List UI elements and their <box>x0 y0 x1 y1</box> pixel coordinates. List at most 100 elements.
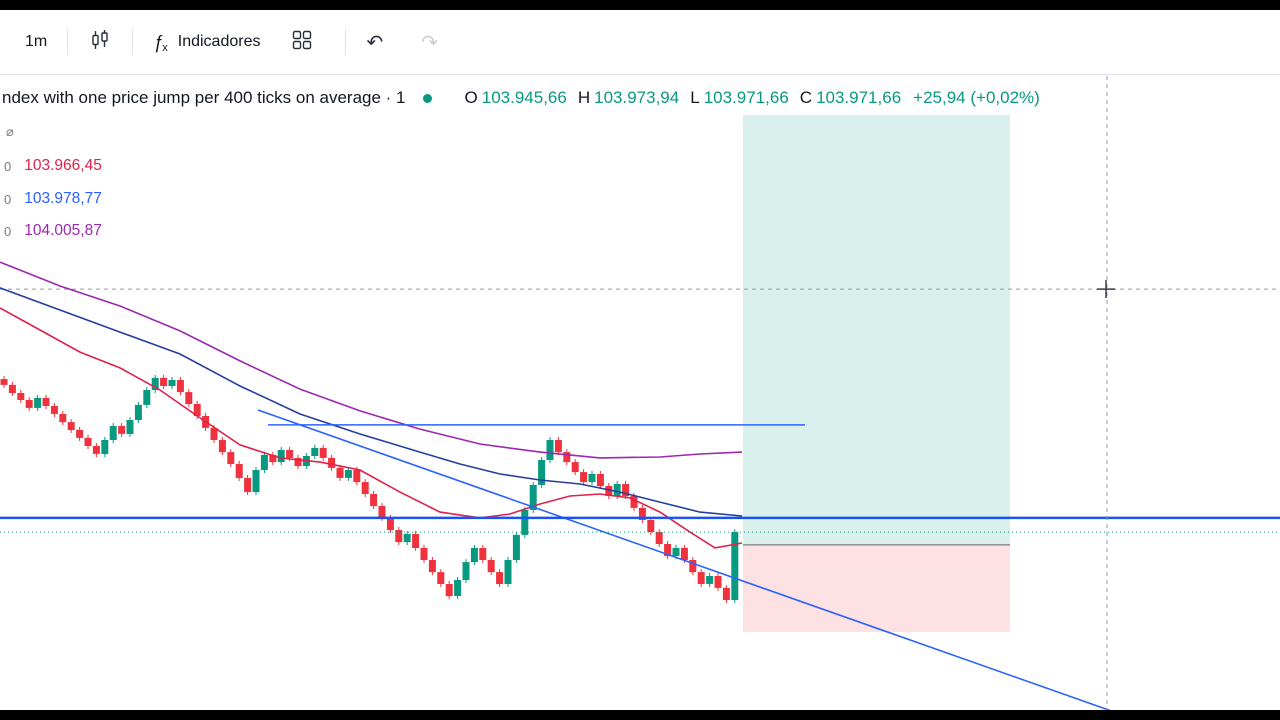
indicators-button[interactable]: ƒx Indicadores <box>140 23 273 62</box>
indicator-value-2: 104.005,87 <box>24 222 102 239</box>
candle-body <box>42 397 50 406</box>
candle-body <box>731 532 739 600</box>
candle-body <box>176 380 184 393</box>
candle-body <box>286 450 294 458</box>
candle-body <box>370 494 378 507</box>
chart-style-button[interactable] <box>75 19 125 66</box>
candle-body <box>689 560 697 573</box>
candle-body <box>193 404 201 417</box>
candle-body <box>479 547 487 560</box>
undo-button[interactable]: ↶ <box>353 23 396 61</box>
candle-body <box>386 517 394 530</box>
candle-body <box>361 482 369 494</box>
candle-body <box>92 446 100 454</box>
candlestick-style-icon <box>88 28 112 57</box>
candle-body <box>470 547 478 563</box>
timeframe-button[interactable]: 1m <box>12 24 60 60</box>
candle-body <box>353 470 361 483</box>
ma-line-blue[interactable] <box>0 287 743 517</box>
candle-body <box>25 400 33 408</box>
candle-body <box>311 447 319 456</box>
candle-body <box>118 426 126 434</box>
candle-body <box>344 470 352 478</box>
candle-body <box>462 562 470 580</box>
candle-body <box>630 496 638 508</box>
candle-body <box>277 450 285 463</box>
candle-body <box>336 467 344 478</box>
candle-body <box>714 576 722 588</box>
candle-body <box>454 580 462 596</box>
indicator-value-0: 103.966,45 <box>24 157 102 174</box>
candle-body <box>563 452 571 463</box>
indicator-row-blue[interactable]: 0 103.978,77 <box>2 190 102 208</box>
candle-body <box>697 572 705 584</box>
candle-body <box>160 377 168 386</box>
candle-body <box>168 380 176 386</box>
candle-body <box>437 572 445 584</box>
candle-body <box>680 547 688 560</box>
candle-body <box>210 427 218 440</box>
indicator-label-fragment: 0 <box>4 191 12 207</box>
candle-body <box>722 587 730 600</box>
candle-body <box>126 420 134 434</box>
candle-body <box>504 560 512 584</box>
candle-body <box>0 379 8 385</box>
indicators-button-label: Indicadores <box>177 33 261 50</box>
position-profit-zone[interactable] <box>743 114 1010 545</box>
candle-body <box>50 406 58 414</box>
candle-body <box>59 414 67 423</box>
candle-body <box>235 464 243 478</box>
candle-body <box>328 457 336 468</box>
ohlc-low-label: L <box>690 88 700 107</box>
candle-body <box>403 534 411 543</box>
candle-body <box>134 404 142 420</box>
toolbar-separator <box>132 29 134 55</box>
candle-body <box>496 572 504 584</box>
ohlc-open-value: 103.945,66 <box>481 88 567 107</box>
symbol-title[interactable]: ndex with one price jump per 400 ticks o… <box>2 88 406 107</box>
candle-body <box>319 447 327 458</box>
layout-grid-button[interactable] <box>277 19 327 66</box>
candle-body <box>395 530 403 543</box>
fx-icon: ƒx <box>153 31 168 54</box>
candle-body <box>664 544 672 557</box>
candle-body <box>294 457 302 466</box>
candle-body <box>151 377 159 390</box>
candle-body <box>538 460 546 485</box>
position-loss-zone[interactable] <box>743 544 1010 633</box>
symbol-legend-row: ndex with one price jump per 400 ticks o… <box>2 88 1040 108</box>
candle-body <box>101 440 109 454</box>
candle-body <box>521 510 529 535</box>
candle-body <box>8 384 16 393</box>
candle-body <box>487 560 495 573</box>
trendline[interactable] <box>257 409 1143 720</box>
candle-body <box>580 472 588 483</box>
indicator-value-1: 103.978,77 <box>24 190 102 207</box>
candle-body <box>571 462 579 473</box>
candle-body <box>34 397 42 408</box>
indicator-row-red[interactable]: 0 103.966,45 <box>2 157 102 175</box>
indicator-row-purple[interactable]: 0 104.005,87 <box>2 222 102 240</box>
candle-body <box>244 477 252 493</box>
ohlc-open-label: O <box>464 88 478 107</box>
candle-body <box>546 440 554 460</box>
indicator-label-fragment: 0 <box>4 158 12 174</box>
ohlc-close-value: 103.971,66 <box>816 88 902 107</box>
ohlc-high-value: 103.973,94 <box>594 88 680 107</box>
market-status-dot <box>422 93 432 103</box>
candle-body <box>218 440 226 453</box>
candle-body <box>252 470 260 493</box>
candle-body <box>428 560 436 573</box>
candle-body <box>143 390 151 405</box>
ma-line-purple[interactable] <box>0 261 743 459</box>
redo-button[interactable]: ↷ <box>408 23 451 61</box>
candle-body <box>529 484 537 510</box>
ma-line-red[interactable] <box>0 307 743 549</box>
candle-body <box>655 532 663 544</box>
chart-area[interactable] <box>0 75 1280 710</box>
candle-body <box>260 454 268 470</box>
candle-body <box>512 534 520 560</box>
ohlc-high-label: H <box>577 88 591 107</box>
